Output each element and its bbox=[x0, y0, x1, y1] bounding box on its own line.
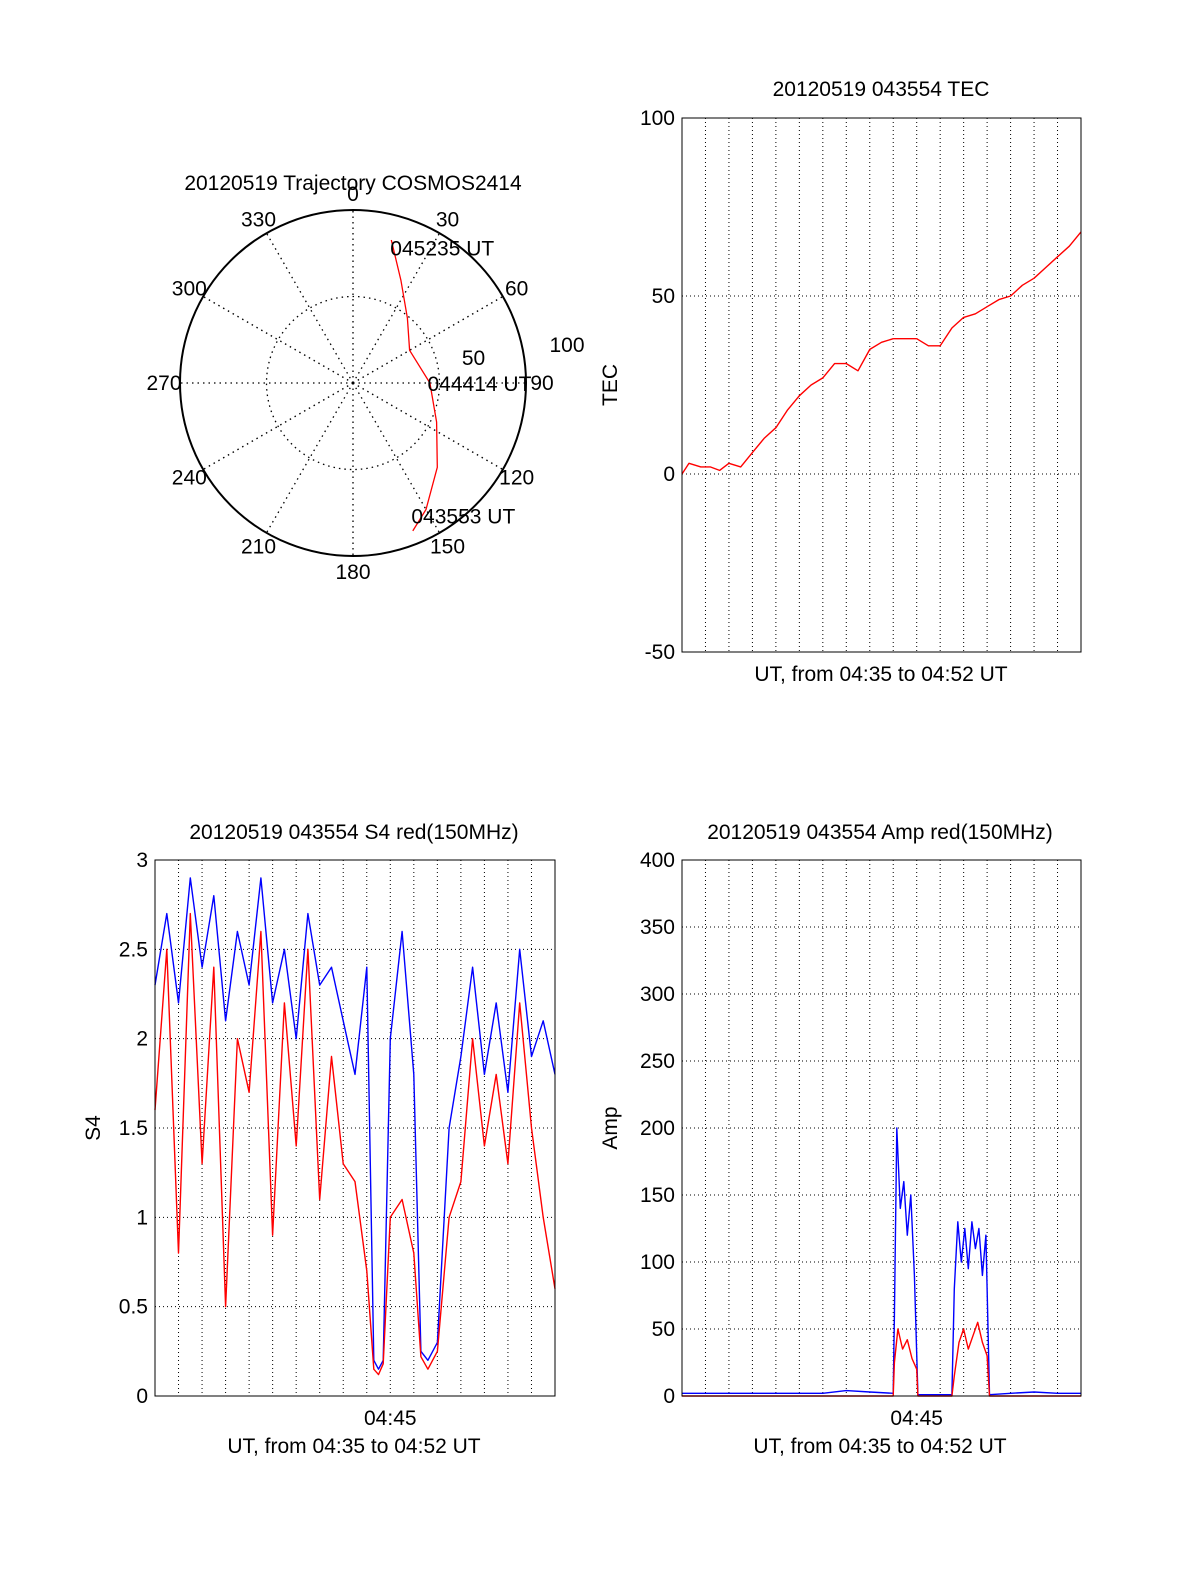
polar-spoke bbox=[202, 382, 354, 471]
s4-y-ticks: 0 0.5 1 1.5 2 2.5 3 bbox=[119, 849, 148, 1408]
amp-y-label: Amp bbox=[599, 1106, 622, 1149]
polar-angle-ticks: 0 30 60 90 120 150 180 210 240 270 300 330 bbox=[146, 183, 553, 584]
amp-axes-frame bbox=[681, 859, 1082, 1397]
y-tick-label: -50 bbox=[645, 641, 675, 664]
tec-series bbox=[681, 231, 1082, 475]
y-tick-label: 3 bbox=[136, 849, 148, 872]
polar-angle-label: 240 bbox=[172, 467, 207, 490]
polar-angle-label: 330 bbox=[241, 208, 276, 231]
tec-title: 20120519 043554 TEC bbox=[773, 78, 990, 101]
y-tick-label: 0.5 bbox=[119, 1296, 148, 1319]
polar-angle-label: 300 bbox=[172, 278, 207, 301]
s4-y-label: S4 bbox=[82, 1115, 105, 1141]
y-tick-label: 0 bbox=[663, 1385, 675, 1408]
s4-x-ticks: 04:45 bbox=[364, 1407, 417, 1430]
amp-panel: 20120519 043554 Amp red(150MHz) 0 50 100 15… bbox=[599, 821, 1082, 1458]
polar-radius-label: 50 bbox=[462, 347, 485, 370]
y-tick-label: 2 bbox=[136, 1028, 148, 1051]
y-tick-label: 0 bbox=[136, 1385, 148, 1408]
amp-title: 20120519 043554 Amp red(150MHz) bbox=[707, 821, 1053, 844]
series-line-red bbox=[682, 1321, 1081, 1397]
tec-y-label: TEC bbox=[599, 364, 622, 406]
tec-axes-frame bbox=[681, 117, 1082, 653]
polar-annotation: 045235 UT bbox=[390, 238, 494, 261]
polar-angle-label: 0 bbox=[347, 183, 359, 206]
amp-y-ticks: 0 50 100 150 200 250 300 350 400 bbox=[640, 849, 675, 1408]
tec-x-label: UT, from 04:35 to 04:52 UT bbox=[754, 663, 1007, 686]
polar-angle-label: 270 bbox=[146, 372, 181, 395]
y-tick-label: 250 bbox=[640, 1050, 675, 1073]
amp-x-ticks: 04:45 bbox=[890, 1407, 943, 1430]
series-line-blue bbox=[682, 1127, 1081, 1396]
s4-series bbox=[154, 877, 556, 1376]
polar-spoke bbox=[352, 295, 504, 384]
polar-radius-label: 100 bbox=[549, 334, 584, 357]
y-tick-label: 350 bbox=[640, 916, 675, 939]
y-tick-label: 200 bbox=[640, 1117, 675, 1140]
polar-angle-label: 30 bbox=[436, 208, 459, 231]
amp-grid bbox=[682, 860, 1081, 1396]
y-tick-label: 1.5 bbox=[119, 1117, 148, 1140]
tec-grid bbox=[682, 118, 1081, 652]
polar-trajectory bbox=[390, 239, 438, 532]
s4-x-label: UT, from 04:35 to 04:52 UT bbox=[227, 1435, 480, 1458]
s4-title: 20120519 043554 S4 red(150MHz) bbox=[189, 821, 518, 844]
s4-panel: 20120519 043554 S4 red(150MHz) 0 0.5 1 1.5 2… bbox=[82, 821, 556, 1458]
s4-axes-frame bbox=[154, 859, 556, 1397]
y-tick-label: 0 bbox=[663, 463, 675, 486]
series-line-blue bbox=[154, 877, 556, 1370]
y-tick-label: 300 bbox=[640, 983, 675, 1006]
polar-angle-label: 90 bbox=[530, 372, 553, 395]
y-tick-label: 400 bbox=[640, 849, 675, 872]
polar-spoke bbox=[265, 232, 354, 384]
amp-series bbox=[682, 1127, 1081, 1397]
polar-annotation: 044414 UT bbox=[428, 373, 532, 396]
y-tick-label: 50 bbox=[652, 1318, 675, 1341]
polar-annotations: 045235 UT 044414 UT 043553 UT bbox=[390, 238, 531, 529]
y-tick-label: 150 bbox=[640, 1184, 675, 1207]
polar-angle-label: 150 bbox=[430, 536, 465, 559]
polar-spoke bbox=[202, 295, 354, 384]
tec-panel: 20120519 043554 TEC -50 0 50 100 UT, from 0… bbox=[599, 78, 1082, 686]
y-tick-label: 2.5 bbox=[119, 938, 148, 961]
series-line-red bbox=[681, 231, 1082, 475]
polar-grid-circle-50 bbox=[265, 295, 441, 471]
tec-y-ticks: -50 0 50 100 bbox=[640, 107, 675, 664]
amp-x-label: UT, from 04:35 to 04:52 UT bbox=[753, 1435, 1006, 1458]
polar-trajectory-line bbox=[390, 239, 438, 532]
polar-spoke bbox=[265, 382, 354, 534]
polar-spoke bbox=[352, 382, 441, 534]
polar-angle-label: 60 bbox=[505, 278, 528, 301]
y-tick-label: 50 bbox=[652, 285, 675, 308]
polar-angle-label: 120 bbox=[499, 467, 534, 490]
polar-spoke bbox=[352, 232, 441, 384]
y-tick-label: 100 bbox=[640, 107, 675, 130]
y-tick-label: 1 bbox=[136, 1206, 148, 1229]
s4-grid bbox=[155, 860, 555, 1396]
x-tick-label: 04:45 bbox=[364, 1407, 417, 1430]
polar-outer-circle bbox=[179, 209, 527, 557]
polar-annotation: 043553 UT bbox=[411, 505, 515, 528]
series-line-red bbox=[154, 912, 556, 1376]
x-tick-label: 04:45 bbox=[890, 1407, 943, 1430]
polar-grid bbox=[180, 210, 526, 556]
y-tick-label: 100 bbox=[640, 1251, 675, 1274]
polar-angle-label: 210 bbox=[241, 536, 276, 559]
polar-title: 20120519 Trajectory COSMOS2414 bbox=[184, 172, 522, 195]
polar-radius-labels: 50 100 bbox=[462, 334, 585, 370]
polar-spoke bbox=[352, 382, 504, 471]
polar-angle-label: 180 bbox=[335, 561, 370, 584]
polar-trajectory-panel: 20120519 Trajectory COSMOS2414 0 30 60 90 12… bbox=[146, 172, 584, 584]
